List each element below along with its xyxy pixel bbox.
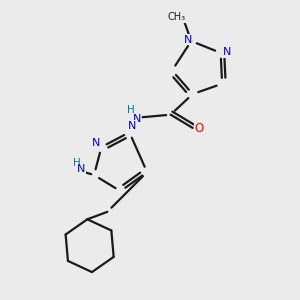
Text: N: N xyxy=(133,114,141,124)
Text: N: N xyxy=(76,164,85,174)
Text: CH₃: CH₃ xyxy=(167,13,186,22)
Text: O: O xyxy=(194,122,204,135)
Text: N: N xyxy=(92,138,100,148)
Text: H: H xyxy=(73,158,80,168)
Text: H: H xyxy=(127,105,135,115)
Text: N: N xyxy=(184,34,192,45)
Text: N: N xyxy=(128,121,136,131)
Text: N: N xyxy=(223,47,231,57)
